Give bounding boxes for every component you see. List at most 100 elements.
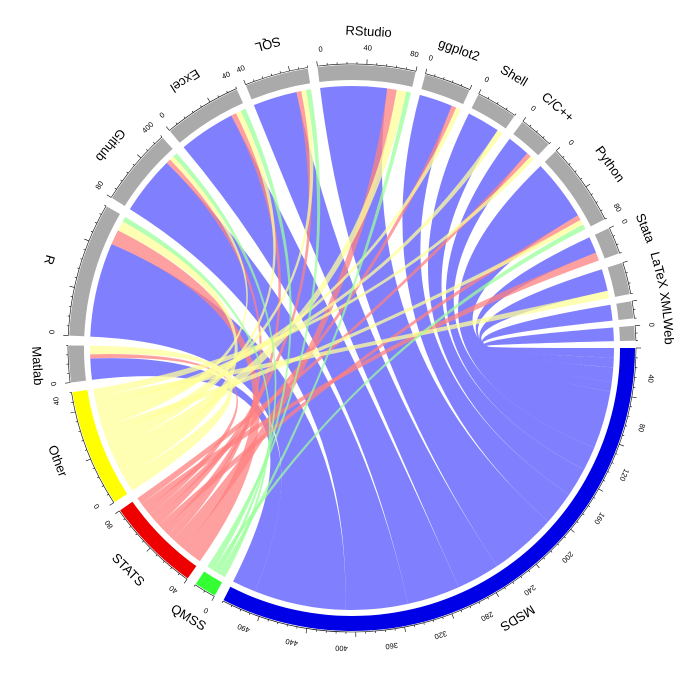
segment-python	[544, 151, 605, 227]
chord-stats-sql	[154, 90, 312, 526]
segment-qmss	[195, 571, 223, 596]
chord-msds-matlab	[90, 358, 282, 592]
tick-label: 40	[235, 63, 246, 74]
tick-label: 80	[93, 179, 105, 191]
tick-label: 280	[479, 610, 494, 624]
axis-tick	[155, 554, 158, 557]
axis-tick	[120, 179, 123, 182]
axis-tick	[84, 238, 90, 242]
tick-label: 0	[318, 44, 323, 53]
tick-label: 40	[363, 43, 372, 52]
axis-tick	[522, 117, 527, 122]
axis-tick	[106, 194, 112, 198]
axis-tick	[123, 518, 126, 521]
axis-tick	[104, 204, 107, 207]
axis-tick	[542, 136, 545, 138]
axis-tick	[607, 471, 610, 473]
segment-excel	[170, 89, 243, 143]
segment-matlab	[69, 345, 86, 383]
chord-msds-web	[482, 327, 614, 358]
axis-tick	[512, 581, 515, 584]
tick-label: 0	[92, 502, 102, 510]
axis-baseline	[522, 120, 550, 144]
segment-label-web: Web	[660, 318, 676, 345]
axis-tick	[101, 485, 104, 487]
segment-label-stats: STATS	[109, 550, 148, 589]
axis-baseline	[119, 510, 188, 580]
axis-tick	[595, 201, 598, 203]
axis-tick	[504, 587, 506, 590]
axis-tick	[94, 222, 98, 224]
segment-cc	[513, 121, 549, 156]
segment-msds	[223, 348, 635, 631]
chord-msds-rstudio	[320, 86, 549, 567]
axis-tick	[162, 560, 165, 563]
axis-baseline	[556, 150, 606, 220]
segment-xml	[616, 301, 634, 320]
chord-other-r	[116, 221, 238, 478]
axis-baseline	[71, 392, 115, 503]
segment-label-ggplot2: ggplot2	[437, 35, 482, 64]
segment-ggplot2	[421, 74, 470, 105]
axis-tick	[616, 243, 619, 245]
segment-other	[72, 389, 128, 503]
chord-msds-shell	[427, 113, 585, 495]
axis-tick	[193, 584, 196, 587]
segment-label-latex: LaTeX	[647, 250, 671, 290]
axis-tick	[549, 142, 551, 144]
chord-other-python	[102, 219, 584, 435]
tick-label: 400	[335, 644, 348, 653]
axis-tick	[261, 76, 264, 79]
segment-label-shell: Shell	[498, 62, 531, 90]
tick-label: 400	[140, 120, 155, 135]
axis-baseline	[222, 347, 637, 633]
tick-label: 40	[220, 69, 231, 81]
chord-msds-python	[458, 165, 611, 448]
segment-label-excel: Excel	[168, 66, 203, 96]
axis-tick	[568, 163, 571, 165]
axis-tick	[183, 579, 188, 584]
axis-tick	[603, 480, 606, 482]
tick-label: 80	[409, 49, 419, 60]
axis-tick	[200, 105, 202, 108]
axis-tick	[221, 600, 224, 603]
axis-baseline	[110, 136, 163, 198]
axis-tick	[106, 494, 109, 496]
axis-tick	[226, 90, 228, 93]
axis-baseline	[634, 325, 637, 341]
chord-msds-xml	[481, 304, 614, 368]
axis-tick	[632, 300, 638, 302]
axis-tick	[160, 135, 163, 138]
segment-sql	[245, 68, 311, 100]
segment-r	[69, 206, 120, 337]
axis-tick	[604, 217, 607, 220]
tick-label: 440	[285, 637, 299, 648]
segment-stata	[594, 228, 619, 259]
axis-tick	[580, 177, 583, 180]
segment-label-python: Python	[592, 143, 628, 185]
chord-stats-r	[111, 230, 260, 562]
tick-label: 0	[620, 218, 630, 226]
axis-tick	[235, 86, 237, 89]
axis-tick	[166, 126, 170, 131]
segment-label-qmss: QMSS	[168, 601, 209, 634]
axis-baseline	[609, 227, 620, 254]
chord-other-matlab	[90, 345, 233, 491]
axis-tick	[137, 154, 142, 159]
axis-tick	[570, 529, 575, 533]
axis-tick	[141, 540, 144, 543]
segment-label-rstudio: RStudio	[345, 23, 392, 40]
tick-label: 0	[158, 110, 167, 120]
axis-tick	[69, 286, 75, 288]
tick-label: 120	[618, 467, 631, 482]
axis-tick	[170, 567, 172, 570]
axis-tick	[487, 597, 489, 600]
axis-tick	[469, 84, 473, 90]
tick-label: 80	[103, 519, 115, 531]
axis-tick	[126, 171, 129, 174]
segment-label-stata: Stata	[633, 211, 659, 245]
segment-github	[112, 137, 173, 206]
axis-tick	[631, 396, 637, 399]
axis-tick	[529, 124, 532, 127]
chord-msds-sql	[253, 91, 498, 588]
